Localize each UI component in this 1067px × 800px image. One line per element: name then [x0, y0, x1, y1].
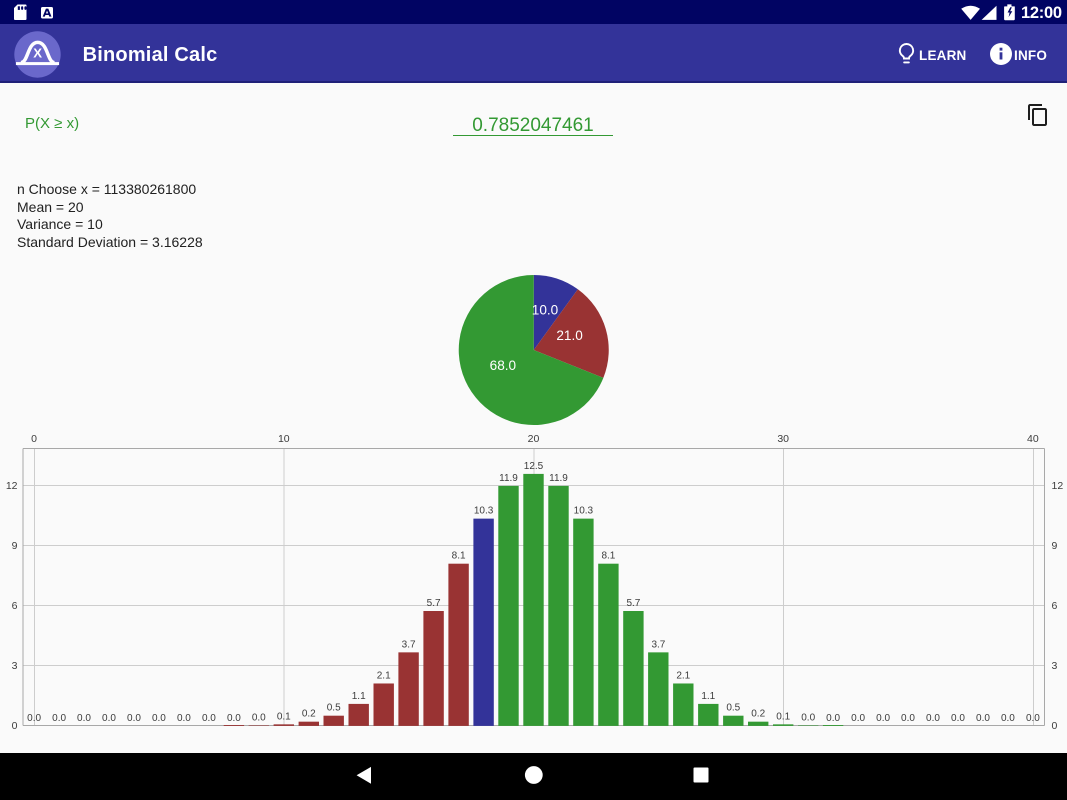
- svg-text:0: 0: [31, 433, 37, 445]
- svg-text:21.0: 21.0: [556, 328, 583, 343]
- svg-text:0.0: 0.0: [1001, 713, 1015, 724]
- svg-text:12: 12: [6, 480, 18, 492]
- svg-text:10.0: 10.0: [532, 303, 559, 318]
- svg-text:1.1: 1.1: [701, 691, 715, 702]
- svg-text:0.0: 0.0: [77, 713, 91, 724]
- svg-text:40: 40: [1027, 433, 1039, 445]
- svg-text:0.0: 0.0: [801, 712, 815, 723]
- svg-text:0.0: 0.0: [177, 713, 191, 724]
- svg-text:0.0: 0.0: [851, 713, 865, 724]
- svg-text:0.1: 0.1: [776, 711, 790, 722]
- svg-text:0.0: 0.0: [976, 713, 990, 724]
- svg-text:6: 6: [1052, 600, 1058, 612]
- svg-text:8.1: 8.1: [601, 551, 615, 562]
- svg-text:1.1: 1.1: [352, 691, 366, 702]
- svg-text:5.7: 5.7: [626, 598, 640, 609]
- svg-text:0.0: 0.0: [127, 713, 141, 724]
- svg-text:X: X: [33, 45, 42, 60]
- svg-text:0.0: 0.0: [52, 713, 66, 724]
- svg-text:68.0: 68.0: [490, 358, 517, 373]
- svg-text:11.9: 11.9: [499, 473, 518, 484]
- svg-text:0.0: 0.0: [252, 712, 266, 723]
- svg-text:9: 9: [12, 540, 18, 552]
- svg-text:0.0: 0.0: [202, 713, 216, 724]
- svg-text:3: 3: [1052, 660, 1058, 672]
- svg-text:20: 20: [528, 433, 540, 445]
- svg-text:0.0: 0.0: [102, 713, 116, 724]
- svg-text:10.3: 10.3: [474, 506, 494, 517]
- svg-text:0.2: 0.2: [302, 709, 316, 720]
- svg-text:8.1: 8.1: [452, 551, 466, 562]
- svg-text:0.0: 0.0: [152, 713, 166, 724]
- svg-text:5.7: 5.7: [427, 598, 441, 609]
- svg-text:3.7: 3.7: [651, 639, 665, 650]
- svg-text:3: 3: [12, 660, 18, 672]
- svg-text:3.7: 3.7: [402, 639, 416, 650]
- svg-text:0.0: 0.0: [826, 713, 840, 724]
- svg-text:0: 0: [12, 720, 18, 732]
- svg-text:11.9: 11.9: [549, 473, 568, 484]
- svg-text:0.0: 0.0: [1026, 713, 1040, 724]
- svg-text:2.1: 2.1: [377, 671, 391, 682]
- svg-text:30: 30: [777, 433, 789, 445]
- svg-text:0.0: 0.0: [926, 713, 940, 724]
- svg-text:0.5: 0.5: [327, 703, 341, 714]
- svg-text:10: 10: [278, 433, 290, 445]
- svg-text:10.3: 10.3: [574, 506, 594, 517]
- svg-text:0.5: 0.5: [726, 703, 740, 714]
- svg-text:9: 9: [1052, 540, 1058, 552]
- svg-text:6: 6: [12, 600, 18, 612]
- svg-text:0.0: 0.0: [227, 713, 241, 724]
- svg-text:0.0: 0.0: [27, 713, 41, 724]
- svg-text:0: 0: [1052, 720, 1058, 732]
- svg-text:12.5: 12.5: [524, 461, 544, 472]
- svg-text:0.0: 0.0: [951, 713, 965, 724]
- svg-text:0.0: 0.0: [876, 713, 890, 724]
- svg-text:0.2: 0.2: [751, 709, 765, 720]
- svg-text:0.1: 0.1: [277, 711, 291, 722]
- svg-text:12: 12: [1052, 480, 1064, 492]
- svg-text:0.0: 0.0: [901, 713, 915, 724]
- svg-text:2.1: 2.1: [676, 671, 690, 682]
